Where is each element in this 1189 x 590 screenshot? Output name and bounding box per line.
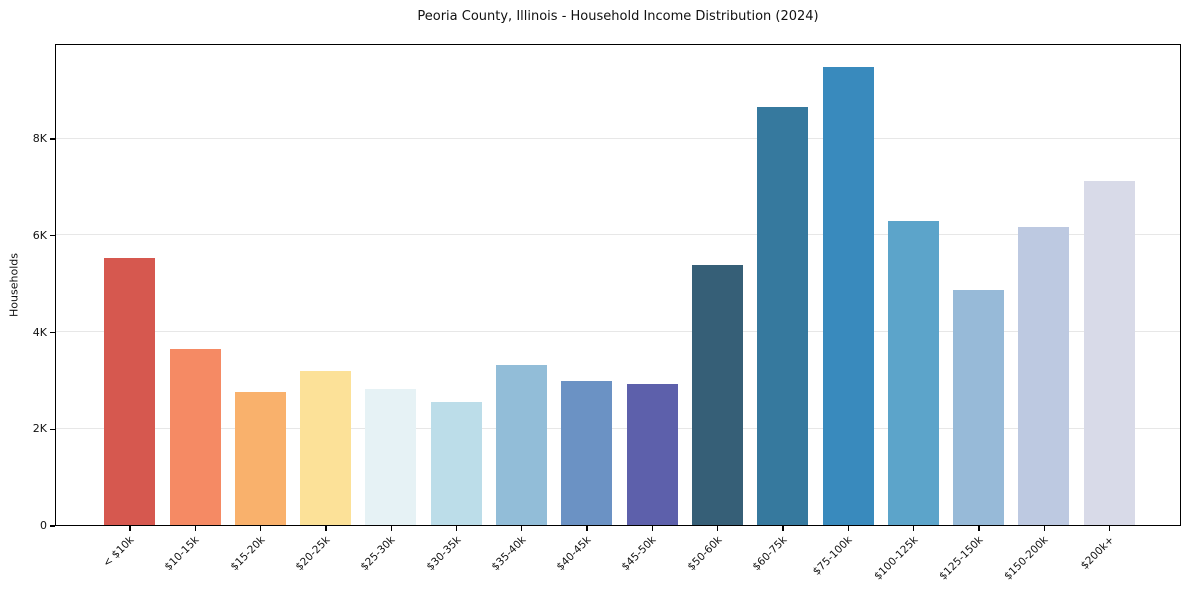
x-tick-mark (194, 526, 196, 531)
bar-5 (430, 402, 482, 525)
bar-11 (822, 66, 874, 525)
bar-14 (1018, 226, 1070, 525)
x-tick-mark (129, 526, 131, 531)
x-tick-mark (521, 526, 523, 531)
x-tick-mark (586, 526, 588, 531)
bar-13 (953, 289, 1005, 525)
x-tick-mark (1043, 526, 1045, 531)
y-tick-label: 2K (32, 422, 47, 436)
bar-6 (496, 364, 547, 525)
x-tick-label: < $10k (100, 534, 137, 570)
gridline (56, 427, 1180, 429)
plot-area (55, 44, 1181, 526)
y-tick-label: 0 (40, 519, 47, 532)
x-tick-mark (717, 526, 719, 531)
gridline (56, 137, 1180, 139)
x-tick-mark (455, 526, 458, 531)
x-tick-mark (1108, 526, 1111, 531)
gridline (56, 234, 1180, 236)
x-tick-mark (847, 526, 849, 531)
bar-10 (757, 107, 809, 525)
bar-8 (626, 383, 678, 525)
x-tick-mark (390, 526, 392, 531)
y-tick-label: 4K (32, 325, 47, 339)
x-tick-mark (912, 526, 915, 531)
y-tick-label: 6K (32, 228, 47, 242)
bar-2 (234, 392, 286, 525)
y-axis-label: Households (7, 253, 21, 317)
y-tick-mark (50, 525, 55, 527)
x-tick-mark (978, 526, 980, 531)
bar-0 (104, 258, 156, 525)
bar-1 (169, 348, 221, 525)
x-tick-mark (651, 526, 654, 531)
y-tick-mark (50, 331, 55, 334)
x-tick-mark (325, 526, 327, 531)
y-tick-mark (50, 235, 55, 237)
bar-4 (365, 389, 417, 525)
bar-15 (1083, 180, 1135, 525)
y-tick-mark (50, 138, 55, 140)
x-tick-mark (259, 526, 262, 531)
y-tick-mark (50, 428, 55, 430)
chart-title: Peoria County, Illinois - Household Inco… (417, 9, 819, 24)
y-tick-label: 8K (32, 132, 47, 146)
gridline (56, 331, 1180, 333)
bar-12 (887, 221, 939, 525)
bar-3 (300, 371, 352, 525)
bar-9 (691, 265, 743, 525)
x-tick-mark (782, 526, 784, 531)
bar-7 (561, 380, 613, 525)
